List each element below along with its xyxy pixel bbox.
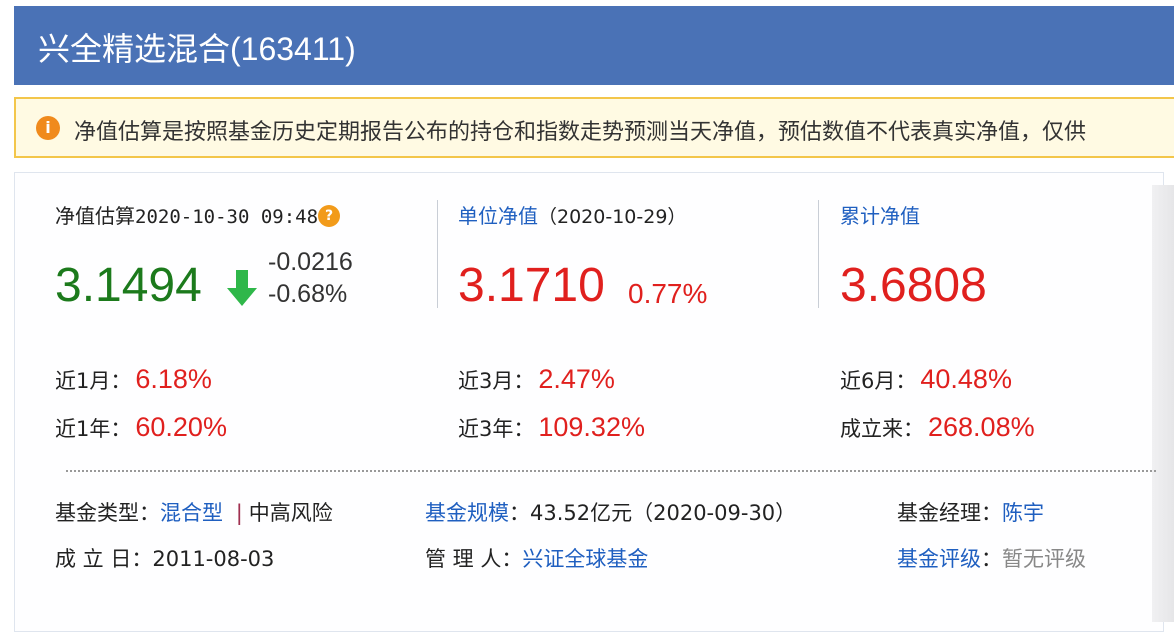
fund-scale-value: 43.52亿元（2020-09-30） <box>530 501 797 525</box>
return-3y: 近3年： 109.32% <box>458 412 645 442</box>
company-row: 管 理 人：兴证全球基金 <box>425 547 649 571</box>
fund-type-link[interactable]: 混合型 <box>160 501 223 525</box>
scrollbar-shadow <box>1152 185 1174 622</box>
question-icon[interactable]: ? <box>318 205 341 227</box>
fund-scale-link[interactable]: 基金规模 <box>425 501 509 525</box>
inception-row: 成 立 日：2011-08-03 <box>55 547 275 571</box>
unit-nav-value: 3.1710 <box>458 259 605 312</box>
return-1m: 近1月： 6.18% <box>55 364 212 394</box>
fund-summary-panel <box>14 172 1164 632</box>
divider <box>818 200 819 308</box>
notice-banner: i 净值估算是按照基金历史定期报告公布的持仓和指数走势预测当天净值，预估数值不代… <box>14 97 1174 158</box>
estimate-value: 3.1494 <box>55 259 202 312</box>
unit-nav-label-row: 单位净值（2020-10-29） <box>458 200 686 229</box>
rating-value: 暂无评级 <box>1002 547 1086 571</box>
return-3m: 近3月： 2.47% <box>458 364 615 394</box>
rating-row: 基金评级：暂无评级 <box>897 547 1086 571</box>
return-since-inception: 成立来： 268.08% <box>840 412 1035 442</box>
risk-level: 中高风险 <box>248 501 333 525</box>
cum-nav-value: 3.6808 <box>840 259 987 312</box>
unit-nav-change-pct: 0.77% <box>628 278 708 309</box>
info-icon: i <box>36 116 60 140</box>
return-1y: 近1年： 60.20% <box>55 412 227 442</box>
fund-manager-link[interactable]: 陈宇 <box>1002 501 1044 525</box>
fund-type-row: 基金类型：混合型 | 中高风险 <box>55 501 333 525</box>
dotted-divider <box>66 470 1156 472</box>
unit-nav-date: （2020-10-29） <box>538 206 687 228</box>
fund-scale-row: 基金规模：43.52亿元（2020-09-30） <box>425 501 797 525</box>
inception-date: 2011-08-03 <box>152 547 275 571</box>
estimate-change: -0.0216 <box>268 248 353 276</box>
estimate-label: 净值估算 <box>55 204 135 228</box>
return-6m: 近6月： 40.48% <box>840 364 1012 394</box>
arrow-down-icon <box>226 268 258 308</box>
fund-title: 兴全精选混合(163411) <box>38 31 356 67</box>
fund-manager-row: 基金经理：陈宇 <box>897 501 1044 525</box>
estimate-label-row: 净值估算2020-10-30 09:48? <box>55 200 341 229</box>
cum-nav-link[interactable]: 累计净值 <box>840 204 920 228</box>
divider <box>437 200 438 308</box>
estimate-change-pct: -0.68% <box>268 280 348 308</box>
rating-link[interactable]: 基金评级 <box>897 547 981 571</box>
estimate-datetime: 2020-10-30 09:48 <box>135 206 319 228</box>
unit-nav-link[interactable]: 单位净值 <box>458 204 538 228</box>
company-link[interactable]: 兴证全球基金 <box>522 547 649 571</box>
fund-header: 兴全精选混合(163411) <box>14 6 1174 85</box>
notice-text: 净值估算是按照基金历史定期报告公布的持仓和指数走势预测当天净值，预估数值不代表真… <box>74 120 1087 145</box>
